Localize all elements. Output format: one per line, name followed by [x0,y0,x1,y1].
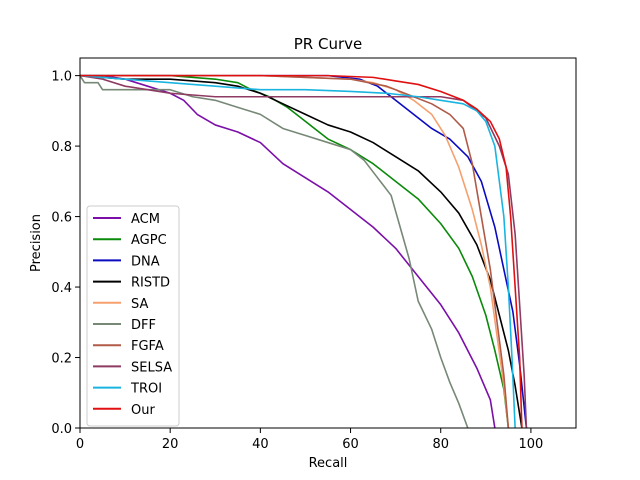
axes-frame [79,57,577,429]
legend: ACM AGPC DNA RISTD SA DFF FGFA SELSA TROI Our [86,205,180,427]
x-tick-label: 20 [162,437,179,452]
x-tick-label: 100 [518,437,543,452]
y-tick-label: 0.2 [51,352,72,367]
x-axis-label: Recall [309,456,348,471]
legend-label: DNA [131,254,160,269]
y-tick-label: 0.0 [51,422,72,437]
series-line-fgfa [80,74,510,428]
legend-label: SELSA [131,360,172,375]
legend-label: DFF [131,318,156,333]
x-tick-label: 40 [252,437,269,452]
legend-label: ACM [131,212,160,227]
y-tick-label: 0.6 [51,211,72,226]
x-axis: 0 20 40 60 80 100 [76,428,543,452]
series-group [80,74,528,428]
x-tick-label: 80 [432,437,449,452]
y-tick-label: 0.4 [51,281,72,296]
chart-title: PR Curve [294,35,363,53]
legend-label: Our [131,403,155,418]
series-line-ristd [80,74,523,428]
y-tick-label: 1.0 [51,70,72,85]
series-line-troi [80,74,516,428]
y-axis: 0.0 0.2 0.4 0.6 0.8 1.0 [51,70,80,437]
x-tick-label: 0 [76,437,84,452]
legend-label: TROI [130,382,162,397]
legend-label: FGFA [131,339,164,354]
series-line-our [80,74,523,428]
legend-label: RISTD [131,276,170,291]
series-line-selsa [80,74,528,428]
y-tick-label: 0.8 [51,140,72,155]
x-tick-label: 60 [342,437,359,452]
legend-label: AGPC [131,233,167,248]
legend-label: SA [131,297,148,312]
y-axis-label: Precision [29,214,44,272]
